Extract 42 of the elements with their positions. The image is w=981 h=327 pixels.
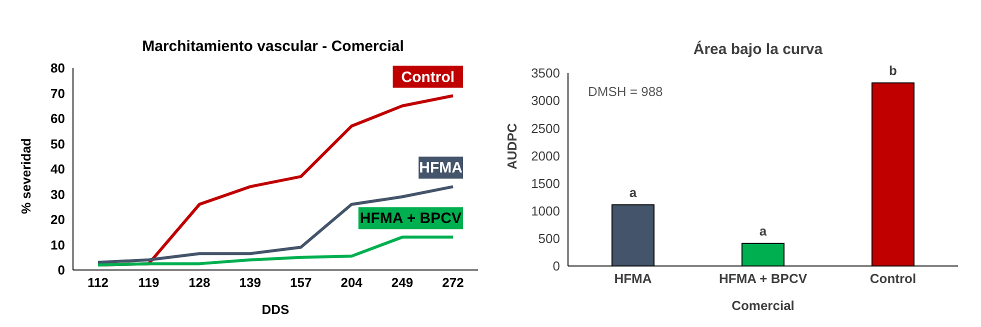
y-axis-title: AUDPC bbox=[504, 122, 520, 170]
y-tick-label: 30 bbox=[50, 186, 65, 202]
annotation: DMSH = 988 bbox=[588, 84, 663, 99]
y-tick-label: 2000 bbox=[531, 148, 560, 164]
y-tick-label: 1000 bbox=[531, 203, 560, 218]
chart-title: Área bajo la curva bbox=[692, 41, 824, 60]
x-tick-label: 139 bbox=[239, 275, 261, 290]
x-tick-label: 112 bbox=[88, 275, 108, 290]
y-tick-label: 80 bbox=[50, 60, 65, 76]
x-tick-label: 272 bbox=[442, 275, 464, 290]
annotation: b bbox=[889, 62, 898, 78]
y-tick-label: 40 bbox=[50, 162, 65, 177]
y-tick-label: 0 bbox=[58, 262, 65, 278]
y-tick-label: 1500 bbox=[531, 176, 560, 191]
x-tick-label: 204 bbox=[340, 275, 364, 290]
y-tick-label: 20 bbox=[50, 212, 65, 228]
y-tick-label: 70 bbox=[50, 86, 65, 101]
y-tick-label: 0 bbox=[552, 258, 560, 274]
y-tick-label: 10 bbox=[50, 237, 65, 252]
y-tick-label: 60 bbox=[50, 111, 65, 126]
chart-title: Marchitamiento vascular - Comercial bbox=[141, 38, 405, 57]
y-axis-title: % severidad bbox=[18, 138, 34, 214]
y-tick-label: 3000 bbox=[531, 93, 560, 108]
series-label: Control bbox=[401, 68, 455, 86]
x-tick-label: HFMA + BPCV bbox=[719, 271, 808, 286]
annotation: a bbox=[629, 184, 638, 200]
x-tick-label: 249 bbox=[391, 275, 414, 290]
y-tick-label: 500 bbox=[538, 231, 560, 246]
line-series bbox=[96, 236, 454, 266]
x-axis-title: Comercial bbox=[732, 298, 794, 313]
x-tick-label: Control bbox=[870, 271, 916, 286]
x-axis-title: DDS bbox=[262, 302, 290, 317]
x-tick-label: 119 bbox=[138, 275, 160, 290]
y-tick-label: 3500 bbox=[531, 66, 560, 81]
x-tick-label: 157 bbox=[290, 275, 312, 290]
x-tick-label: HFMA bbox=[614, 271, 652, 286]
y-tick-label: 2500 bbox=[531, 120, 560, 136]
series-label: HFMA bbox=[419, 160, 463, 177]
annotation: a bbox=[759, 223, 768, 238]
y-tick-label: 50 bbox=[50, 136, 65, 152]
x-tick-label: 128 bbox=[188, 275, 210, 290]
series-label: HFMA + BPCV bbox=[360, 210, 462, 228]
